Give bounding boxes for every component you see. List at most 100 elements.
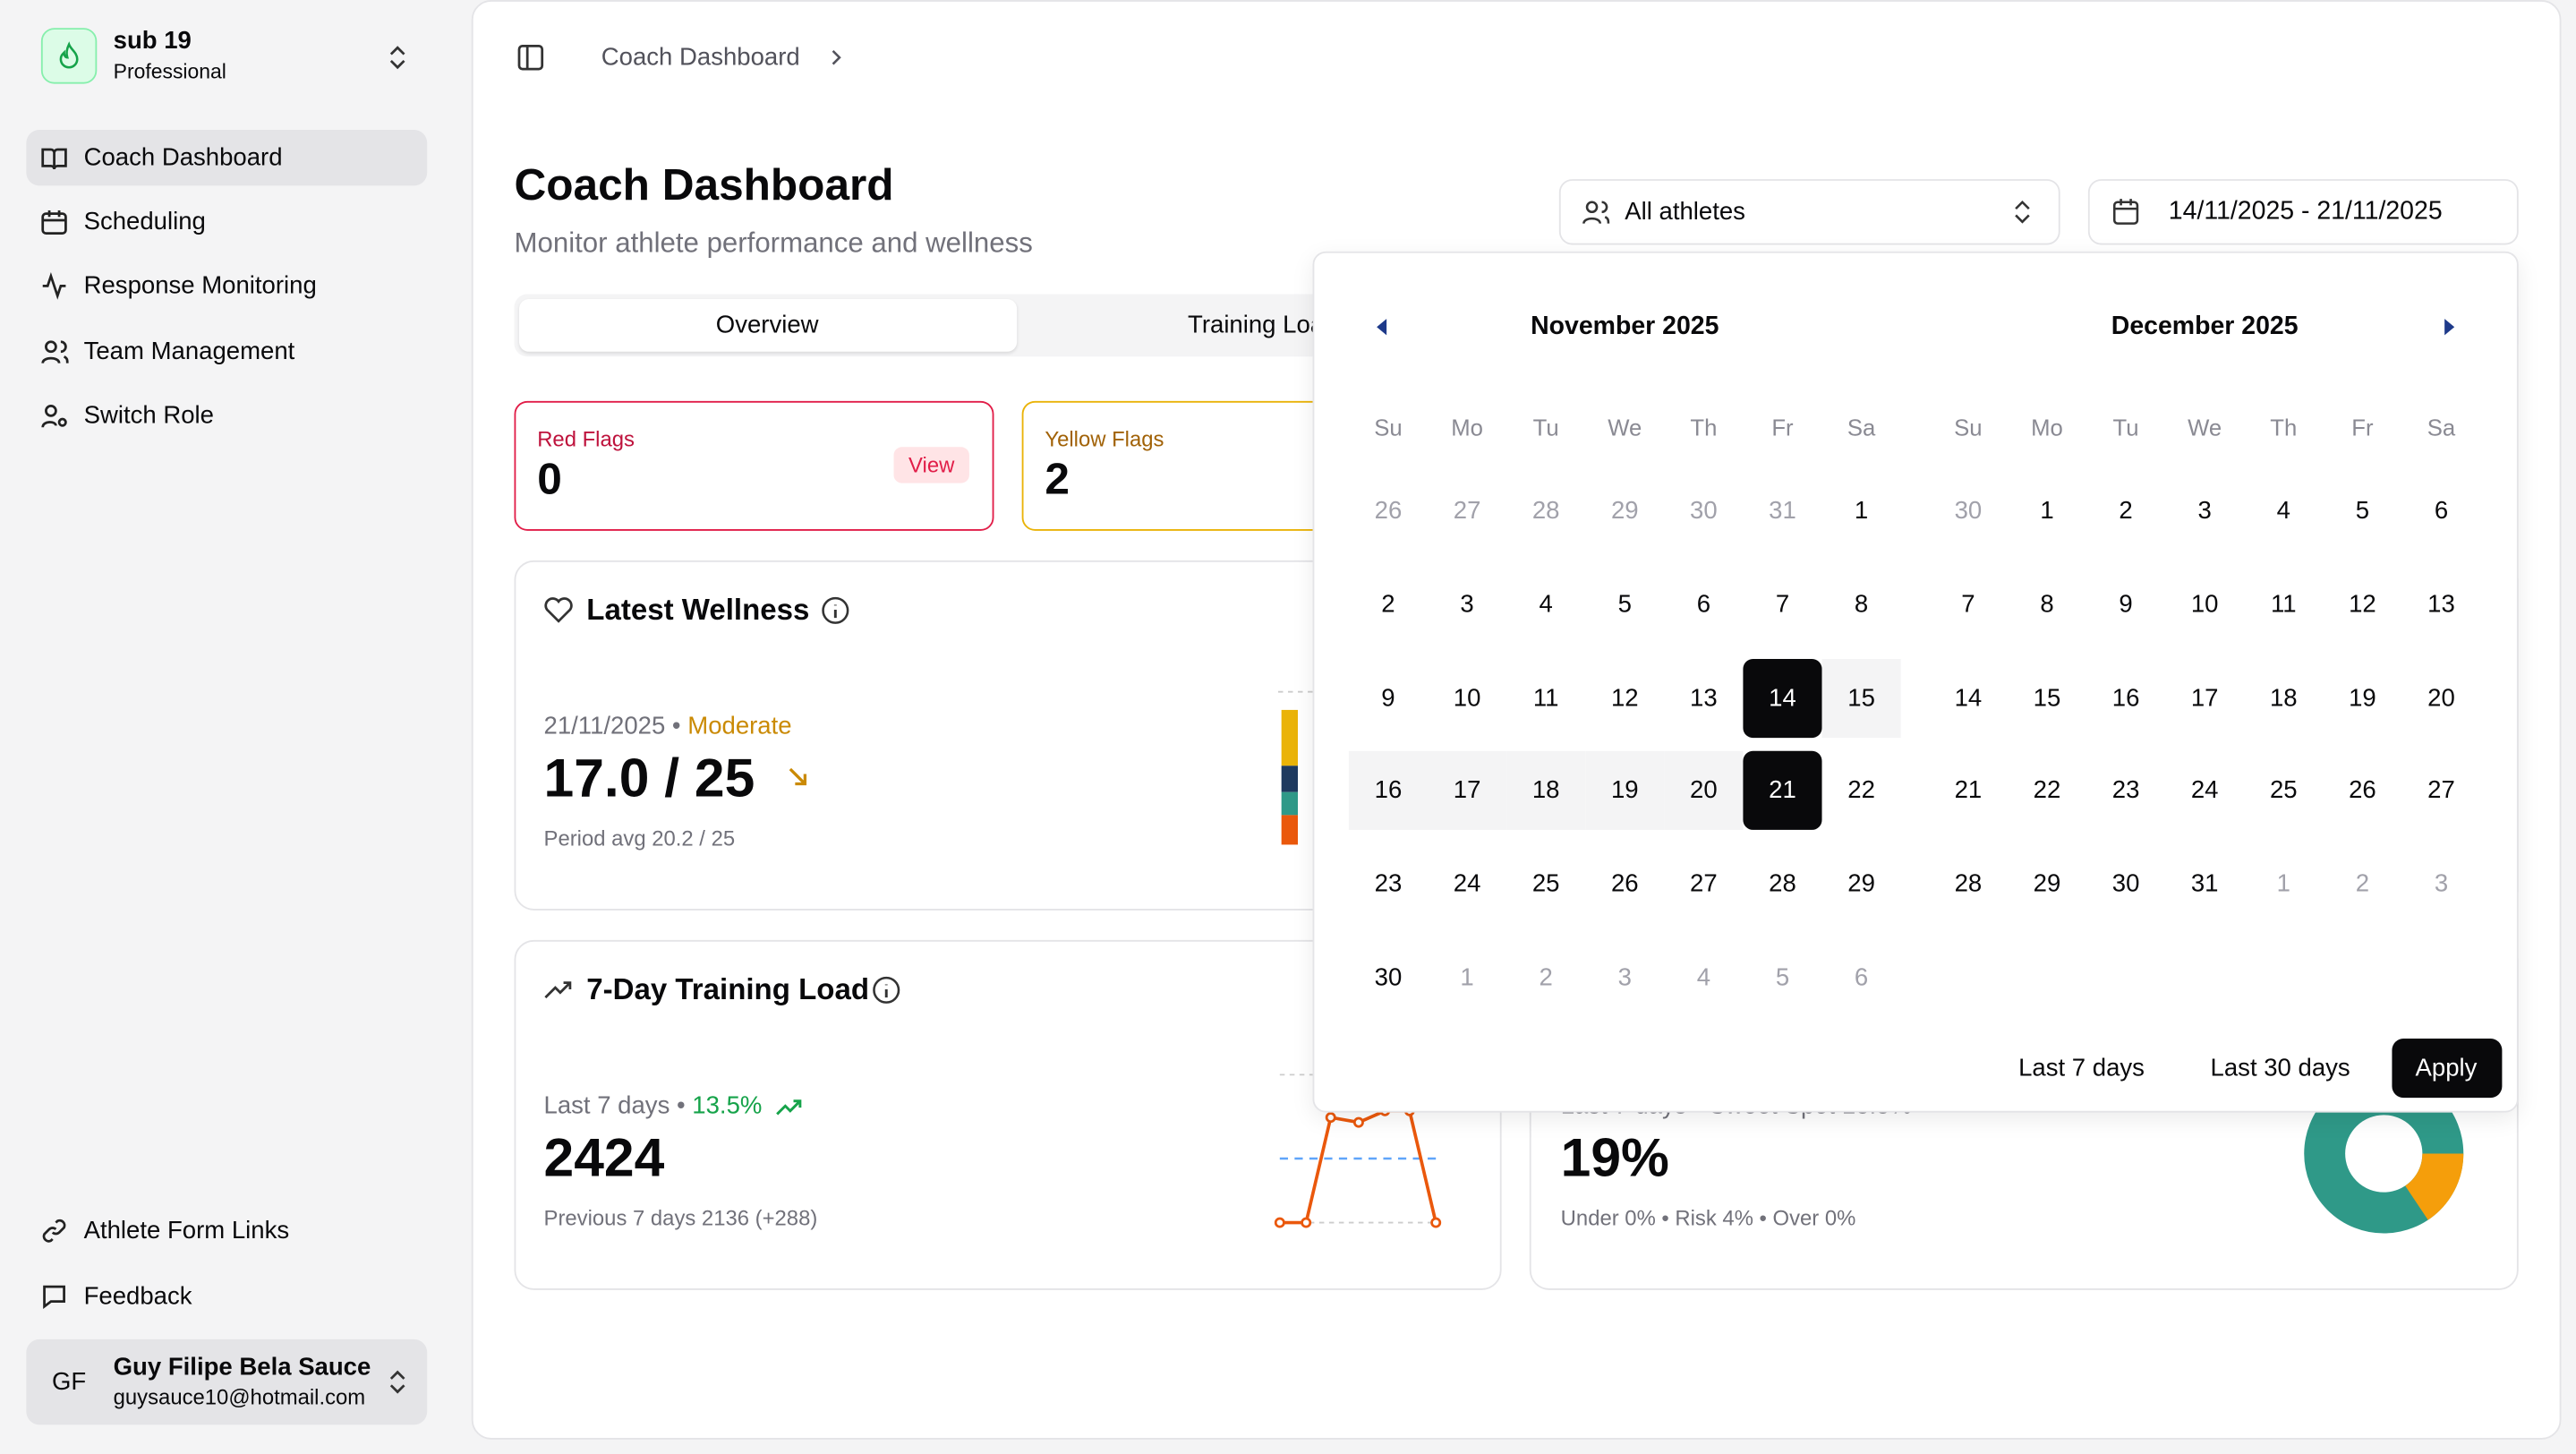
nav-item[interactable]: Switch Role <box>83 401 214 430</box>
day[interactable]: 5 <box>1775 963 1790 992</box>
tab[interactable]: Training Load <box>1188 311 1338 340</box>
day[interactable]: 30 <box>1374 963 1403 992</box>
day[interactable]: 25 <box>2269 776 2298 806</box>
day[interactable]: 4 <box>2276 497 2290 526</box>
day[interactable]: 31 <box>1769 497 1796 526</box>
sidebar-toggle[interactable] <box>517 45 544 71</box>
chevrons[interactable] <box>388 1369 407 1395</box>
day[interactable]: 6 <box>2434 497 2449 526</box>
day[interactable]: 19 <box>2349 683 2376 712</box>
day[interactable]: 9 <box>2119 590 2133 619</box>
date-range-picker[interactable] <box>2087 179 2519 245</box>
day[interactable]: 26 <box>2349 776 2376 806</box>
day[interactable]: 15 <box>2033 683 2061 712</box>
day[interactable]: 2 <box>1539 963 1553 992</box>
day[interactable]: 12 <box>2349 590 2376 619</box>
day[interactable]: 22 <box>1847 776 1875 806</box>
range-day-bg[interactable] <box>1428 751 1507 831</box>
preset-button[interactable]: Last 7 days <box>2018 1054 2145 1082</box>
nav-item[interactable]: Feedback <box>83 1282 192 1311</box>
day[interactable]: 7 <box>1961 590 1975 619</box>
day[interactable]: 23 <box>2111 776 2140 806</box>
nav-item[interactable]: Athlete Form Links <box>83 1217 290 1245</box>
day[interactable]: 18 <box>2269 683 2298 712</box>
nav-item[interactable]: Coach Dashboard <box>83 143 283 172</box>
day[interactable]: 21 <box>1954 776 1983 806</box>
range-day-bg[interactable] <box>1585 751 1665 831</box>
day[interactable]: 21 <box>1769 776 1796 806</box>
user-card[interactable] <box>26 1339 428 1425</box>
day[interactable]: 28 <box>1954 870 1983 899</box>
day[interactable]: 30 <box>1954 497 1983 526</box>
info-icon[interactable] <box>873 976 900 1004</box>
day[interactable]: 13 <box>1690 683 1718 712</box>
day[interactable]: 20 <box>2427 683 2455 712</box>
day[interactable]: 11 <box>2270 590 2297 619</box>
day[interactable]: 19 <box>1610 776 1639 806</box>
range-day-bg[interactable] <box>1821 658 1901 738</box>
day[interactable]: 9 <box>1381 683 1395 712</box>
athlete-select[interactable] <box>1558 179 2060 245</box>
day[interactable]: 14 <box>1769 683 1796 712</box>
day[interactable]: 7 <box>1775 590 1790 619</box>
day[interactable]: 1 <box>1854 497 1869 526</box>
day[interactable]: 27 <box>1453 497 1481 526</box>
range-day-bg[interactable] <box>1348 751 1429 831</box>
day[interactable]: 8 <box>1854 590 1869 619</box>
day[interactable]: 18 <box>1531 776 1560 806</box>
day[interactable]: 10 <box>2190 590 2219 619</box>
tab-active[interactable] <box>519 299 1018 352</box>
day[interactable]: 11 <box>1532 683 1559 712</box>
day[interactable]: 5 <box>1617 590 1632 619</box>
breadcrumb[interactable]: Coach Dashboard <box>601 43 800 72</box>
next-month[interactable] <box>2441 317 2457 337</box>
day[interactable]: 26 <box>1374 497 1403 526</box>
day[interactable]: 12 <box>1610 683 1639 712</box>
red-flags-card[interactable] <box>514 400 994 531</box>
day[interactable]: 15 <box>1847 683 1875 712</box>
day[interactable]: 6 <box>1696 590 1711 619</box>
day[interactable]: 2 <box>1381 590 1395 619</box>
day[interactable]: 30 <box>2111 870 2140 899</box>
day[interactable]: 30 <box>1690 497 1718 526</box>
day[interactable]: 27 <box>2427 776 2455 806</box>
range-day-bg[interactable] <box>1506 751 1586 831</box>
day[interactable]: 8 <box>2040 590 2054 619</box>
day[interactable]: 24 <box>2190 776 2219 806</box>
day[interactable]: 16 <box>1374 776 1403 806</box>
day[interactable]: 6 <box>1854 963 1869 992</box>
range-day-bg[interactable] <box>1664 751 1744 831</box>
day[interactable]: 31 <box>2190 870 2219 899</box>
tab[interactable]: Overview <box>715 311 819 340</box>
day[interactable]: 28 <box>1531 497 1560 526</box>
apply-button[interactable] <box>2392 1039 2503 1099</box>
day[interactable]: 2 <box>2355 870 2370 899</box>
day[interactable]: 1 <box>1460 963 1474 992</box>
info-icon[interactable] <box>822 596 849 624</box>
preset-button[interactable]: Last 30 days <box>2210 1054 2350 1082</box>
day[interactable]: 14 <box>1954 683 1983 712</box>
day[interactable]: 3 <box>2434 870 2449 899</box>
day[interactable]: 4 <box>1539 590 1553 619</box>
day[interactable]: 29 <box>2033 870 2061 899</box>
nav-item[interactable]: Response Monitoring <box>83 271 317 300</box>
day[interactable]: 13 <box>2427 590 2455 619</box>
day[interactable]: 24 <box>1453 870 1481 899</box>
day[interactable]: 1 <box>2040 497 2054 526</box>
day[interactable]: 3 <box>1460 590 1474 619</box>
day[interactable]: 27 <box>1690 870 1718 899</box>
selected-day-bg[interactable] <box>1743 751 1822 831</box>
day[interactable]: 26 <box>1610 870 1639 899</box>
nav-item[interactable]: Team Management <box>83 338 295 366</box>
day[interactable]: 22 <box>2033 776 2061 806</box>
day[interactable]: 1 <box>2276 870 2290 899</box>
nav-item[interactable]: Scheduling <box>83 208 206 236</box>
day[interactable]: 2 <box>2119 497 2133 526</box>
day[interactable]: 17 <box>2190 683 2219 712</box>
day[interactable]: 17 <box>1453 776 1481 806</box>
day[interactable]: 16 <box>2111 683 2140 712</box>
day[interactable]: 25 <box>1531 870 1560 899</box>
selected-day-bg[interactable] <box>1743 658 1822 738</box>
view-badge[interactable] <box>893 447 969 483</box>
day[interactable]: 23 <box>1374 870 1403 899</box>
